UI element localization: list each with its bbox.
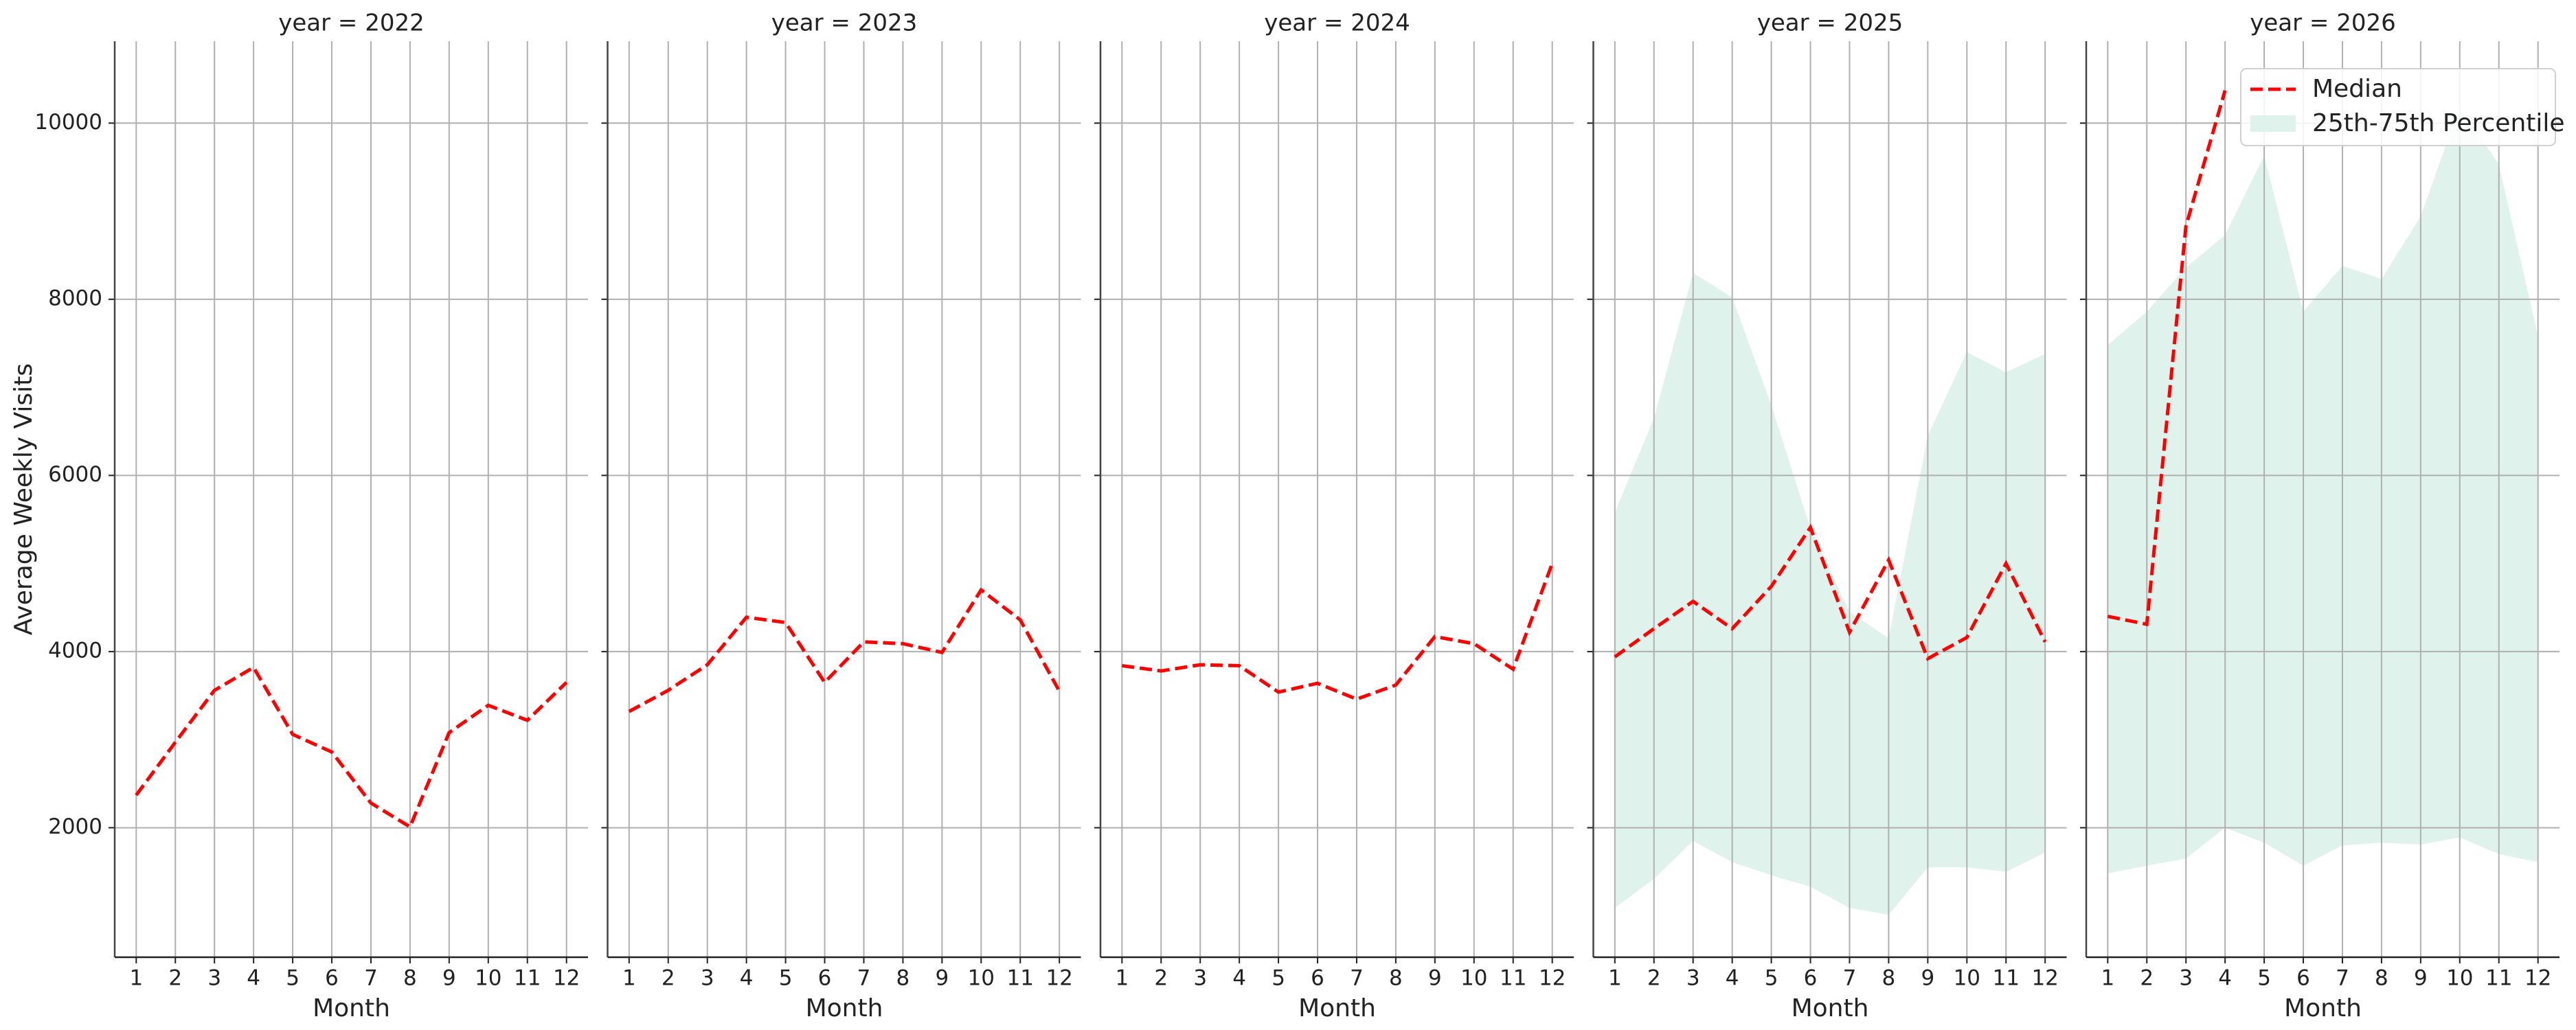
legend-label: Median <box>2312 75 2402 103</box>
x-tick-label: 6 <box>2296 966 2310 991</box>
x-tick-label: 7 <box>1843 966 1857 991</box>
y-tick-label: 8000 <box>48 286 102 310</box>
x-tick-label: 7 <box>364 966 378 991</box>
x-tick-label: 8 <box>1882 966 1896 991</box>
legend-swatch <box>2250 115 2296 132</box>
x-tick-label: 2 <box>1154 966 1168 991</box>
x-axis-label: Month <box>313 994 390 1022</box>
x-axis-label: Month <box>1792 994 1869 1022</box>
median-line <box>1121 562 1555 701</box>
x-tick-label: 10 <box>2446 966 2473 991</box>
x-tick-label: 1 <box>1115 966 1129 991</box>
median-line <box>2107 90 2227 627</box>
x-axis-label: Month <box>2284 994 2362 1022</box>
x-tick-label: 10 <box>1954 966 1980 991</box>
x-tick-label: 10 <box>475 966 501 991</box>
x-tick-label: 1 <box>2101 966 2114 991</box>
x-tick-label: 4 <box>1232 966 1246 991</box>
x-tick-label: 4 <box>1726 966 1739 991</box>
x-tick-label: 2 <box>168 966 182 991</box>
x-tick-label: 7 <box>2336 966 2349 991</box>
x-tick-label: 11 <box>1007 966 1034 991</box>
percentile-band <box>1614 273 2046 915</box>
x-tick-label: 11 <box>2485 966 2512 991</box>
median-line <box>628 587 1061 713</box>
x-tick-label: 2 <box>2140 966 2154 991</box>
x-tick-label: 8 <box>896 966 910 991</box>
x-tick-label: 4 <box>2218 966 2232 991</box>
x-tick-label: 6 <box>1804 966 1818 991</box>
x-tick-label: 9 <box>2414 966 2428 991</box>
panel-title: year = 2022 <box>278 10 424 37</box>
x-tick-label: 12 <box>1539 966 1566 991</box>
x-tick-label: 9 <box>442 966 456 991</box>
x-tick-label: 3 <box>1193 966 1207 991</box>
x-tick-label: 8 <box>1389 966 1403 991</box>
x-tick-label: 1 <box>129 966 143 991</box>
x-tick-label: 12 <box>2031 966 2058 991</box>
median-line <box>135 665 568 829</box>
x-tick-label: 5 <box>2257 966 2271 991</box>
x-tick-label: 9 <box>1921 966 1934 991</box>
x-tick-label: 5 <box>1272 966 1285 991</box>
panel-title: year = 2023 <box>771 10 917 37</box>
y-tick-label: 6000 <box>48 462 102 487</box>
x-tick-label: 3 <box>207 966 221 991</box>
x-tick-label: 3 <box>1686 966 1700 991</box>
panel-title: year = 2026 <box>2250 10 2395 37</box>
panel-title: year = 2024 <box>1264 10 1410 37</box>
x-tick-label: 3 <box>701 966 714 991</box>
x-tick-label: 11 <box>514 966 541 991</box>
x-tick-label: 6 <box>818 966 832 991</box>
x-tick-label: 6 <box>1311 966 1324 991</box>
x-tick-label: 12 <box>553 966 580 991</box>
percentile-band <box>2108 106 2538 874</box>
y-axis-label: Average Weekly Visits <box>10 363 38 635</box>
x-tick-label: 3 <box>2179 966 2193 991</box>
x-tick-label: 7 <box>1350 966 1364 991</box>
x-tick-label: 5 <box>1765 966 1778 991</box>
y-tick-label: 10000 <box>34 110 102 135</box>
x-tick-label: 10 <box>968 966 995 991</box>
x-tick-label: 11 <box>1993 966 2020 991</box>
x-axis-label: Month <box>1298 994 1376 1022</box>
x-tick-label: 8 <box>2375 966 2388 991</box>
x-tick-label: 5 <box>286 966 300 991</box>
x-tick-label: 1 <box>622 966 636 991</box>
x-tick-label: 10 <box>1460 966 1487 991</box>
x-tick-label: 8 <box>403 966 417 991</box>
x-tick-label: 9 <box>935 966 949 991</box>
x-tick-label: 4 <box>247 966 260 991</box>
x-tick-label: 5 <box>779 966 793 991</box>
x-tick-label: 6 <box>325 966 339 991</box>
legend-box <box>2240 68 2556 146</box>
median-line <box>1614 523 2047 661</box>
x-tick-label: 11 <box>1500 966 1526 991</box>
x-tick-label: 9 <box>1428 966 1442 991</box>
x-tick-label: 2 <box>662 966 675 991</box>
x-tick-label: 12 <box>2524 966 2551 991</box>
y-tick-label: 4000 <box>48 638 102 663</box>
x-tick-label: 2 <box>1647 966 1661 991</box>
x-tick-label: 12 <box>1046 966 1072 991</box>
x-tick-label: 7 <box>857 966 871 991</box>
x-tick-label: 1 <box>1608 966 1622 991</box>
panel-title: year = 2025 <box>1757 10 1903 37</box>
y-tick-label: 2000 <box>48 814 102 839</box>
x-axis-label: Month <box>806 994 883 1022</box>
x-tick-label: 4 <box>740 966 754 991</box>
legend-label: 25th-75th Percentile <box>2312 109 2565 137</box>
